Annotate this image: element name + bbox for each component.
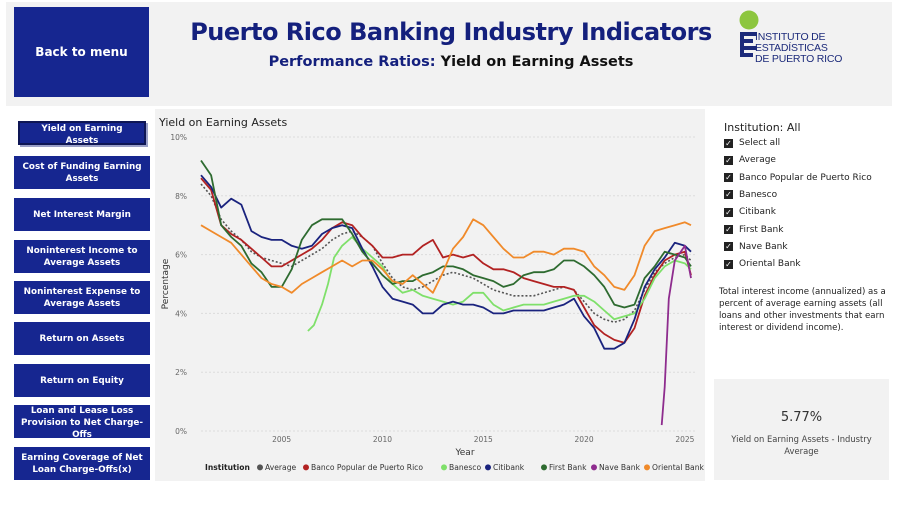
filter-option-label: Select all bbox=[739, 138, 781, 148]
legend-item-label: Banesco bbox=[449, 463, 481, 472]
filter-option-first-bank[interactable]: ✓ First Bank bbox=[724, 223, 783, 237]
kpi-label: Yield on Earning Assets - Industry Avera… bbox=[731, 434, 872, 456]
filter-option-oriental-bank[interactable]: ✓ Oriental Bank bbox=[724, 257, 801, 271]
subtitle-metric: Yield on Earning Assets bbox=[440, 54, 634, 70]
series-line-citibank bbox=[200, 174, 692, 350]
legend-item-label: Nave Bank bbox=[599, 463, 641, 472]
y-tick-label: 4% bbox=[175, 309, 187, 318]
legend-item-label: Banco Popular de Puerto Rico bbox=[311, 463, 423, 472]
filter-option-label: Citibank bbox=[739, 207, 776, 218]
nav-earning-coverage[interactable]: Earning Coverage of Net Loan Charge-Offs… bbox=[14, 447, 150, 480]
y-tick-label: 10% bbox=[170, 133, 187, 142]
y-tick-label: 8% bbox=[175, 192, 187, 201]
legend-marker bbox=[485, 464, 491, 471]
checkbox-checked-icon[interactable]: ✓ bbox=[724, 242, 733, 252]
y-tick-label: 0% bbox=[175, 427, 187, 436]
chart-title: Yield on Earning Assets bbox=[159, 116, 288, 129]
legend-marker bbox=[441, 464, 447, 471]
legend-marker bbox=[257, 464, 263, 471]
filter-option-nave-bank[interactable]: ✓ Nave Bank bbox=[724, 240, 788, 254]
checkbox-checked-icon[interactable]: ✓ bbox=[724, 173, 733, 183]
legend-marker bbox=[591, 464, 597, 471]
checkbox-checked-icon[interactable]: ✓ bbox=[724, 259, 733, 269]
page-title: Puerto Rico Banking Industry Indicators bbox=[190, 18, 712, 46]
logo-line-2: DE PUERTO RICO bbox=[755, 53, 843, 65]
legend-marker bbox=[541, 464, 547, 471]
x-tick-label: 2010 bbox=[373, 435, 392, 444]
legend-item-label: Average bbox=[265, 463, 297, 472]
series-line-banco-popular-de-puerto-rico bbox=[200, 177, 692, 344]
logo-mark-icon bbox=[739, 10, 759, 57]
series-line-average bbox=[200, 183, 692, 323]
institute-logo: INSTITUTO DE ESTADÍSTICAS DE PUERTO RICO bbox=[732, 6, 892, 66]
x-tick-label: 2005 bbox=[272, 435, 291, 444]
x-tick-label: 2015 bbox=[474, 435, 493, 444]
nav-noninterest-income[interactable]: Noninterest Income to Average Assets bbox=[14, 240, 150, 273]
filter-option-select-all[interactable]: ✓ Select all bbox=[724, 136, 780, 150]
y-tick-label: 2% bbox=[175, 368, 187, 377]
series-line-nave-bank bbox=[660, 244, 692, 426]
filter-option-label: Oriental Bank bbox=[739, 259, 801, 270]
subtitle-prefix: Performance Ratios: bbox=[268, 54, 436, 70]
legend-item-label: First Bank bbox=[549, 463, 587, 472]
legend-title: Institution bbox=[205, 463, 250, 472]
filter-option-average[interactable]: ✓ Average bbox=[724, 153, 776, 167]
legend-item-label: Oriental Bank bbox=[652, 463, 705, 472]
nav-yield-on-earning-assets[interactable]: Yield on Earning Assets bbox=[18, 121, 146, 146]
metric-description: Total interest income (annualized) as a … bbox=[719, 287, 886, 333]
filter-option-banesco[interactable]: ✓ Banesco bbox=[724, 188, 777, 202]
filter-title: Institution: All bbox=[724, 121, 801, 134]
line-chart: 0% 2% 4% 6% 8% 10% 2005 2010 2015 2020 2025 Year Per… bbox=[161, 133, 705, 472]
checkbox-checked-icon[interactable]: ✓ bbox=[724, 190, 733, 200]
filter-option-label: First Bank bbox=[739, 224, 784, 235]
series-line-oriental-bank bbox=[200, 218, 692, 294]
filter-option-label: Nave Bank bbox=[739, 241, 788, 252]
chart-panel: Yield on Earning Assets 0% 2% 4% 6% 8% 10% 200… bbox=[155, 109, 705, 481]
page-subtitle: Performance Ratios: Yield on Earning Ass… bbox=[156, 54, 746, 70]
filter-option-label: Banco Popular de Puerto Rico bbox=[739, 172, 872, 183]
filter-option-citibank[interactable]: ✓ Citibank bbox=[724, 205, 776, 219]
nav-loan-lease-loss-provision[interactable]: Loan and Lease Loss Provision to Net Cha… bbox=[14, 405, 150, 440]
checkbox-checked-icon[interactable]: ✓ bbox=[724, 225, 733, 234]
back-to-menu-button[interactable]: Back to menu bbox=[14, 7, 149, 97]
x-tick-label: 2025 bbox=[675, 435, 694, 444]
nav-cost-of-funding-earning-assets[interactable]: Cost of Funding Earning Assets bbox=[14, 156, 150, 189]
filter-option-label: Banesco bbox=[739, 189, 778, 200]
kpi-value: 5.77% bbox=[780, 410, 823, 425]
x-tick-label: 2020 bbox=[575, 435, 594, 444]
legend-item-label: Citibank bbox=[493, 463, 525, 472]
filter-option-banco-popular-de-puerto-rico[interactable]: ✓ Banco Popular de Puerto Rico bbox=[724, 171, 872, 185]
checkbox-checked-icon[interactable]: ✓ bbox=[724, 138, 733, 148]
checkbox-checked-icon[interactable]: ✓ bbox=[724, 207, 733, 217]
y-axis-title: Percentage bbox=[161, 258, 171, 309]
kpi-card: 5.77% Yield on Earning Assets - Industry… bbox=[714, 379, 889, 480]
logo-line-1: INSTITUTO DE ESTADÍSTICAS bbox=[755, 31, 828, 54]
nav-net-interest-margin[interactable]: Net Interest Margin bbox=[14, 198, 150, 231]
series-line-first-bank bbox=[200, 159, 692, 309]
checkbox-checked-icon[interactable]: ✓ bbox=[724, 155, 733, 165]
nav-noninterest-expense[interactable]: Noninterest Expense to Average Assets bbox=[14, 281, 150, 314]
legend-marker bbox=[303, 464, 309, 471]
filter-option-label: Average bbox=[739, 155, 776, 166]
nav-return-on-assets[interactable]: Return on Assets bbox=[14, 322, 150, 355]
logo-text: INSTITUTO DE ESTADÍSTICAS DE PUERTO RICO bbox=[755, 32, 892, 65]
header-bar: Back to menu Puerto Rico Banking Industr… bbox=[6, 2, 892, 106]
legend-marker bbox=[644, 464, 650, 471]
y-tick-label: 6% bbox=[175, 251, 187, 260]
nav-return-on-equity[interactable]: Return on Equity bbox=[14, 364, 150, 397]
x-axis-title: Year bbox=[454, 448, 474, 458]
